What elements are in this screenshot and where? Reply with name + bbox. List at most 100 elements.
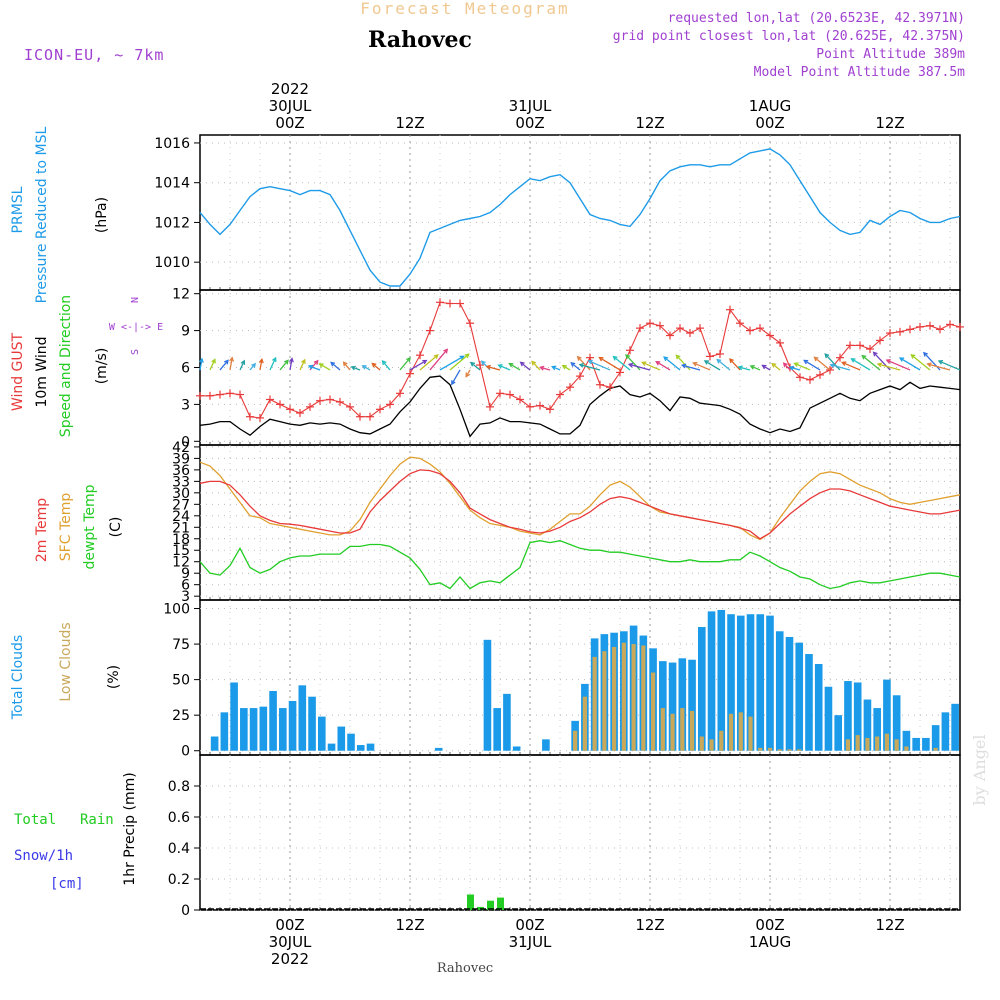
time-label: 00Z	[755, 916, 784, 934]
total-cloud-bar	[951, 703, 959, 751]
wind-arrow-head	[508, 362, 514, 368]
temp-2m-line	[199, 469, 961, 540]
wind-arrow	[824, 353, 841, 371]
precip-ytick-label: 0.4	[168, 841, 190, 857]
wind-arrow	[783, 362, 791, 371]
total-cloud-bar	[542, 739, 550, 751]
pressure-ytick-label: 1012	[154, 215, 190, 231]
time-label: 12Z	[635, 916, 664, 934]
wind-arrow-head	[531, 360, 537, 366]
low-cloud-bar	[641, 645, 646, 751]
chart-title: Forecast Meteogram	[360, 0, 569, 18]
precip-ytick-label: 0.2	[168, 872, 190, 888]
time-label: 2022	[271, 950, 309, 968]
total-cloud-bar	[356, 745, 365, 751]
wind-arrow-head	[771, 362, 777, 368]
wind-arrow-head	[519, 361, 525, 367]
low-cloud-bar	[573, 730, 578, 751]
wind-arrow	[520, 361, 531, 371]
low-cloud-bar	[680, 708, 685, 751]
temp-ytick-label: 9	[181, 566, 190, 582]
time-label: 00Z	[515, 916, 544, 934]
wind-arrow	[308, 365, 321, 371]
wind-arrow	[219, 360, 229, 371]
total-cloud-bar	[853, 682, 862, 751]
pressure-ytick-label: 1016	[154, 136, 190, 152]
total-cloud-bar	[844, 681, 852, 751]
wind-arrow	[509, 363, 521, 371]
wind-arrow	[409, 359, 427, 371]
wind-arrow-head	[850, 358, 856, 363]
wind-arrow	[429, 349, 448, 371]
low-cloud-bar	[904, 746, 909, 751]
wind-arrow-head	[422, 359, 428, 365]
wind-arrow	[910, 354, 931, 371]
wind-arrow-head	[361, 365, 367, 370]
time-label: 31JUL	[509, 933, 552, 951]
wind-arrow	[299, 359, 306, 371]
low-clouds-label: Low Clouds	[58, 622, 74, 701]
total-cloud-bar	[814, 663, 823, 751]
wind-arrow	[899, 357, 921, 371]
wind-arrow	[470, 362, 481, 371]
clouds-unit-label: (%)	[106, 665, 122, 689]
wind-panel: 0 3 6 9 12	[172, 287, 964, 450]
wind-arrow	[938, 360, 961, 371]
wind-arrow-head	[561, 364, 567, 370]
low-cloud-bar	[650, 672, 656, 751]
temp-ytick-label: 18	[172, 532, 190, 548]
low-cloud-bar	[699, 736, 704, 751]
wind-arrow	[789, 366, 801, 371]
dewpt-line	[199, 540, 961, 590]
wind-arrow	[738, 366, 751, 371]
wind-arrow	[842, 361, 861, 371]
temp-ytick-label: 42	[172, 440, 190, 456]
temp-ytick-label: 24	[172, 509, 190, 525]
wind-arrow-head	[251, 362, 257, 368]
total-clouds-label: Total Clouds	[10, 635, 26, 720]
total-cloud-bar	[727, 614, 735, 751]
time-label: 1AUG	[749, 933, 791, 951]
wind-arrow	[762, 364, 771, 371]
wind-arrow-head	[782, 362, 788, 368]
wind-arrow	[343, 361, 351, 371]
wind10m-label: 10m Wind	[34, 336, 50, 407]
time-label: 31JUL	[509, 97, 552, 115]
gust-label: Wind GUST	[10, 332, 26, 411]
wind-arrow-head	[539, 365, 545, 371]
wind-arrow-head	[803, 359, 809, 365]
temp-ytick-label: 12	[172, 555, 190, 571]
total-cloud-bar	[288, 700, 297, 751]
wind-ytick-label: 6	[181, 361, 190, 377]
wind-ytick-label: 12	[172, 287, 190, 303]
temp-frame	[199, 444, 961, 601]
pressure-ytick-label: 1010	[154, 255, 190, 271]
total-label: Total	[14, 812, 56, 828]
low-cloud-bar	[767, 747, 773, 751]
time-label: 12Z	[875, 114, 904, 132]
total-cloud-bar	[317, 716, 326, 751]
wind-arrow-head	[307, 364, 314, 370]
time-label: 12Z	[395, 114, 424, 132]
total-cloud-bar	[483, 639, 492, 751]
grid-coords: grid point closest lon,lat (20.625E, 42.…	[613, 29, 965, 44]
wind-arrow	[729, 358, 741, 371]
wind-arrow-head	[406, 356, 411, 363]
total-cloud-bar	[824, 686, 833, 751]
total-cloud-bar	[269, 691, 277, 751]
footer-location: Rahovec	[437, 961, 493, 976]
wind-arrow-head	[258, 357, 264, 364]
wind-arrow	[877, 363, 901, 371]
wind-arrow	[628, 363, 651, 371]
total-cloud-bar	[766, 615, 774, 751]
precip-ytick-label: 0	[181, 903, 190, 919]
wind-arrow-head	[551, 365, 557, 371]
wind-arrow-head	[728, 358, 734, 364]
wind-arrow	[927, 363, 951, 371]
wind-arrow-head	[578, 363, 584, 368]
total-cloud-bar	[834, 715, 843, 751]
wind-arrow	[861, 355, 881, 371]
time-label: 12Z	[875, 916, 904, 934]
wind-arrow-head	[570, 362, 576, 367]
total-cloud-bar	[746, 614, 755, 751]
